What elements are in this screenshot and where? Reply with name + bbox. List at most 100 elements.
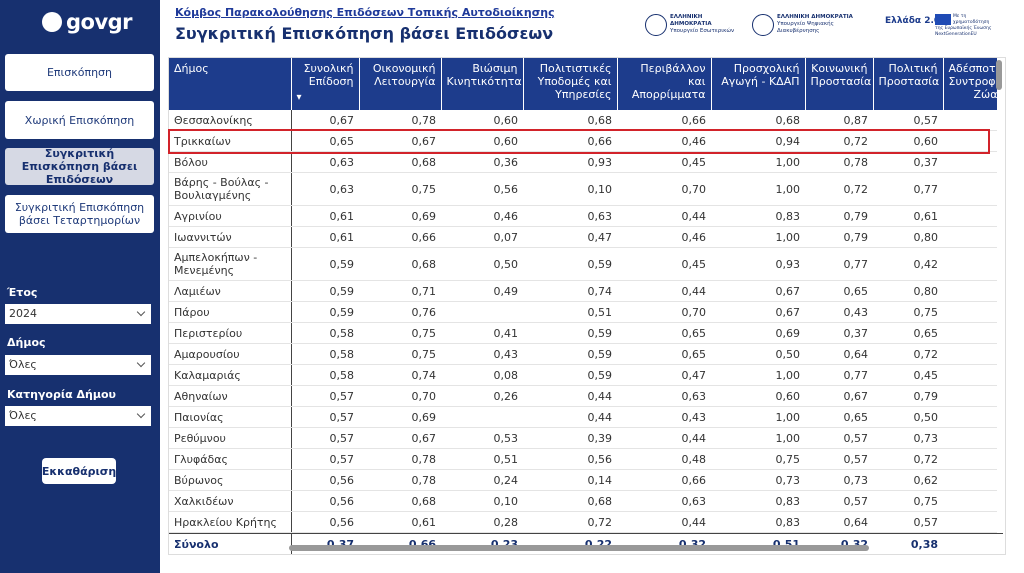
column-header: Περιβάλλον και Απορρίμματα xyxy=(617,58,712,110)
value-cell: 0,50 xyxy=(711,343,805,365)
value-cell: 0,69 xyxy=(359,406,441,428)
value-cell: 0,75 xyxy=(359,322,441,344)
value-cell: 0,59 xyxy=(291,280,359,302)
value-cell: 0,59 xyxy=(291,247,359,281)
value-cell: 0,64 xyxy=(805,511,873,533)
value-cell: 0,67 xyxy=(805,385,873,407)
header-link[interactable]: Κόμβος Παρακολούθησης Επιδόσεων Τοπικής … xyxy=(175,6,555,19)
value-cell: 0,57 xyxy=(291,427,359,449)
value-cell xyxy=(943,226,997,248)
value-cell: 0,63 xyxy=(291,172,359,206)
value-cell xyxy=(943,322,997,344)
value-cell: 0,78 xyxy=(805,151,873,173)
value-cell: 0,44 xyxy=(617,205,711,227)
nav-button[interactable]: Χωρική Επισκόπηση xyxy=(5,101,154,139)
dropdown[interactable]: Όλες xyxy=(5,355,151,375)
municipality-cell: Ηρακλείου Κρήτης xyxy=(169,511,292,533)
greece-logo: Ελλάδα 2.0 xyxy=(885,16,941,26)
total-value xyxy=(943,533,1003,554)
value-cell: 0,65 xyxy=(617,322,711,344)
value-cell: 0,58 xyxy=(291,343,359,365)
value-cell: 0,60 xyxy=(873,130,943,152)
table-scroll: Δήμος Συνολική Επίδοση ▾ Οικονομική Λειτουρ… xyxy=(169,58,997,533)
value-cell: 0,83 xyxy=(711,511,805,533)
value-cell: 0,68 xyxy=(359,247,441,281)
value-cell: 0,53 xyxy=(441,427,523,449)
value-cell: 1,00 xyxy=(711,151,805,173)
value-cell: 0,58 xyxy=(291,364,359,386)
value-cell xyxy=(943,343,997,365)
value-cell xyxy=(943,490,997,512)
scrollbar[interactable] xyxy=(289,545,869,551)
municipality-cell: Βύρωνος xyxy=(169,469,292,491)
value-cell: 0,56 xyxy=(523,448,617,470)
value-cell: 0,72 xyxy=(805,130,873,152)
value-cell: 0,26 xyxy=(441,385,523,407)
value-cell: 0,56 xyxy=(291,511,359,533)
scrollbar[interactable] xyxy=(996,60,1002,90)
value-cell: 0,78 xyxy=(359,110,441,131)
value-cell: 0,73 xyxy=(805,469,873,491)
nav-button-selected[interactable]: Συγκριτική Επισκόπηση βάσει Επιδόσεων xyxy=(5,147,154,186)
total-value: 0,38 xyxy=(873,533,943,554)
nav-button[interactable]: Επισκόπηση xyxy=(5,54,154,91)
value-cell: 0,61 xyxy=(291,205,359,227)
value-cell: 0,80 xyxy=(873,226,943,248)
value-cell: 0,65 xyxy=(873,322,943,344)
value-cell: 0,56 xyxy=(291,490,359,512)
emblem xyxy=(752,14,774,36)
value-cell: 0,75 xyxy=(873,301,943,323)
value-cell: 0,77 xyxy=(873,172,943,206)
value-cell: 0,66 xyxy=(359,226,441,248)
value-cell: 0,69 xyxy=(359,205,441,227)
value-cell: 0,57 xyxy=(291,448,359,470)
logo-bottom: Υπουργείο Ψηφιακής Διακυβέρνησης xyxy=(777,21,834,34)
value-cell: 0,44 xyxy=(523,385,617,407)
value-cell: 0,56 xyxy=(291,469,359,491)
value-cell: 0,75 xyxy=(359,172,441,206)
municipality-cell: Ιωαννιτών xyxy=(169,226,292,248)
table-row: Αμπελοκήπων - Μενεμένης 0,59 0,68 0,50 0,59 0… xyxy=(169,247,997,281)
dropdown[interactable]: Όλες xyxy=(5,406,151,426)
ministry-logo: ΕΛΛΗΝΙΚΗ ΔΗΜΟΚΡΑΤΙΑ Υπουργείο Εσωτερικών xyxy=(645,14,745,36)
logo-top: ΕΛΛΗΝΙΚΗ ΔΗΜΟΚΡΑΤΙΑ xyxy=(670,14,712,27)
value-cell: 0,47 xyxy=(523,226,617,248)
value-cell: 0,72 xyxy=(805,172,873,206)
value-cell: 0,68 xyxy=(359,151,441,173)
table: Δήμος Συνολική Επίδοση ▾ Οικονομική Λειτουρ… xyxy=(169,58,997,533)
value-cell xyxy=(943,151,997,173)
value-cell: 0,94 xyxy=(711,130,805,152)
value-cell: 0,47 xyxy=(617,364,711,386)
value-cell: 0,43 xyxy=(441,343,523,365)
value-cell: 0,63 xyxy=(617,385,711,407)
value-cell: 0,72 xyxy=(873,448,943,470)
column-header: Κοινωνική Προστασία xyxy=(805,58,874,110)
value-cell: 0,28 xyxy=(441,511,523,533)
value-cell: 0,07 xyxy=(441,226,523,248)
value-cell: 0,08 xyxy=(441,364,523,386)
dropdown[interactable]: 2024 xyxy=(5,304,151,324)
value-cell: 0,63 xyxy=(617,490,711,512)
eu-flag xyxy=(935,14,951,25)
value-cell: 0,77 xyxy=(805,247,873,281)
municipality-cell: Αθηναίων xyxy=(169,385,292,407)
value-cell: 0,75 xyxy=(359,343,441,365)
value-cell: 0,45 xyxy=(617,247,711,281)
value-cell xyxy=(441,301,523,323)
value-cell: 0,10 xyxy=(523,172,617,206)
value-cell: 0,83 xyxy=(711,490,805,512)
value-cell: 0,72 xyxy=(873,343,943,365)
nav-button[interactable]: Συγκριτική Επισκόπηση βάσει Τεταρτημορίω… xyxy=(5,195,154,233)
column-header: Βιώσιμη Κινητικότητα xyxy=(441,58,524,110)
value-cell: 0,57 xyxy=(291,385,359,407)
sort-indicator: ▾ xyxy=(296,92,302,103)
value-cell xyxy=(943,511,997,533)
value-cell: 0,77 xyxy=(805,364,873,386)
table-row: Βόλου 0,63 0,68 0,36 0,93 0,45 1,00 0,78 0,37 xyxy=(169,151,997,173)
clear-button[interactable]: Εκκαθάριση xyxy=(42,458,116,484)
value-cell: 0,75 xyxy=(873,490,943,512)
value-cell: 0,61 xyxy=(291,226,359,248)
value-cell: 0,59 xyxy=(291,301,359,323)
column-header: Προσχολική Αγωγή - ΚΔΑΠ xyxy=(711,58,806,110)
